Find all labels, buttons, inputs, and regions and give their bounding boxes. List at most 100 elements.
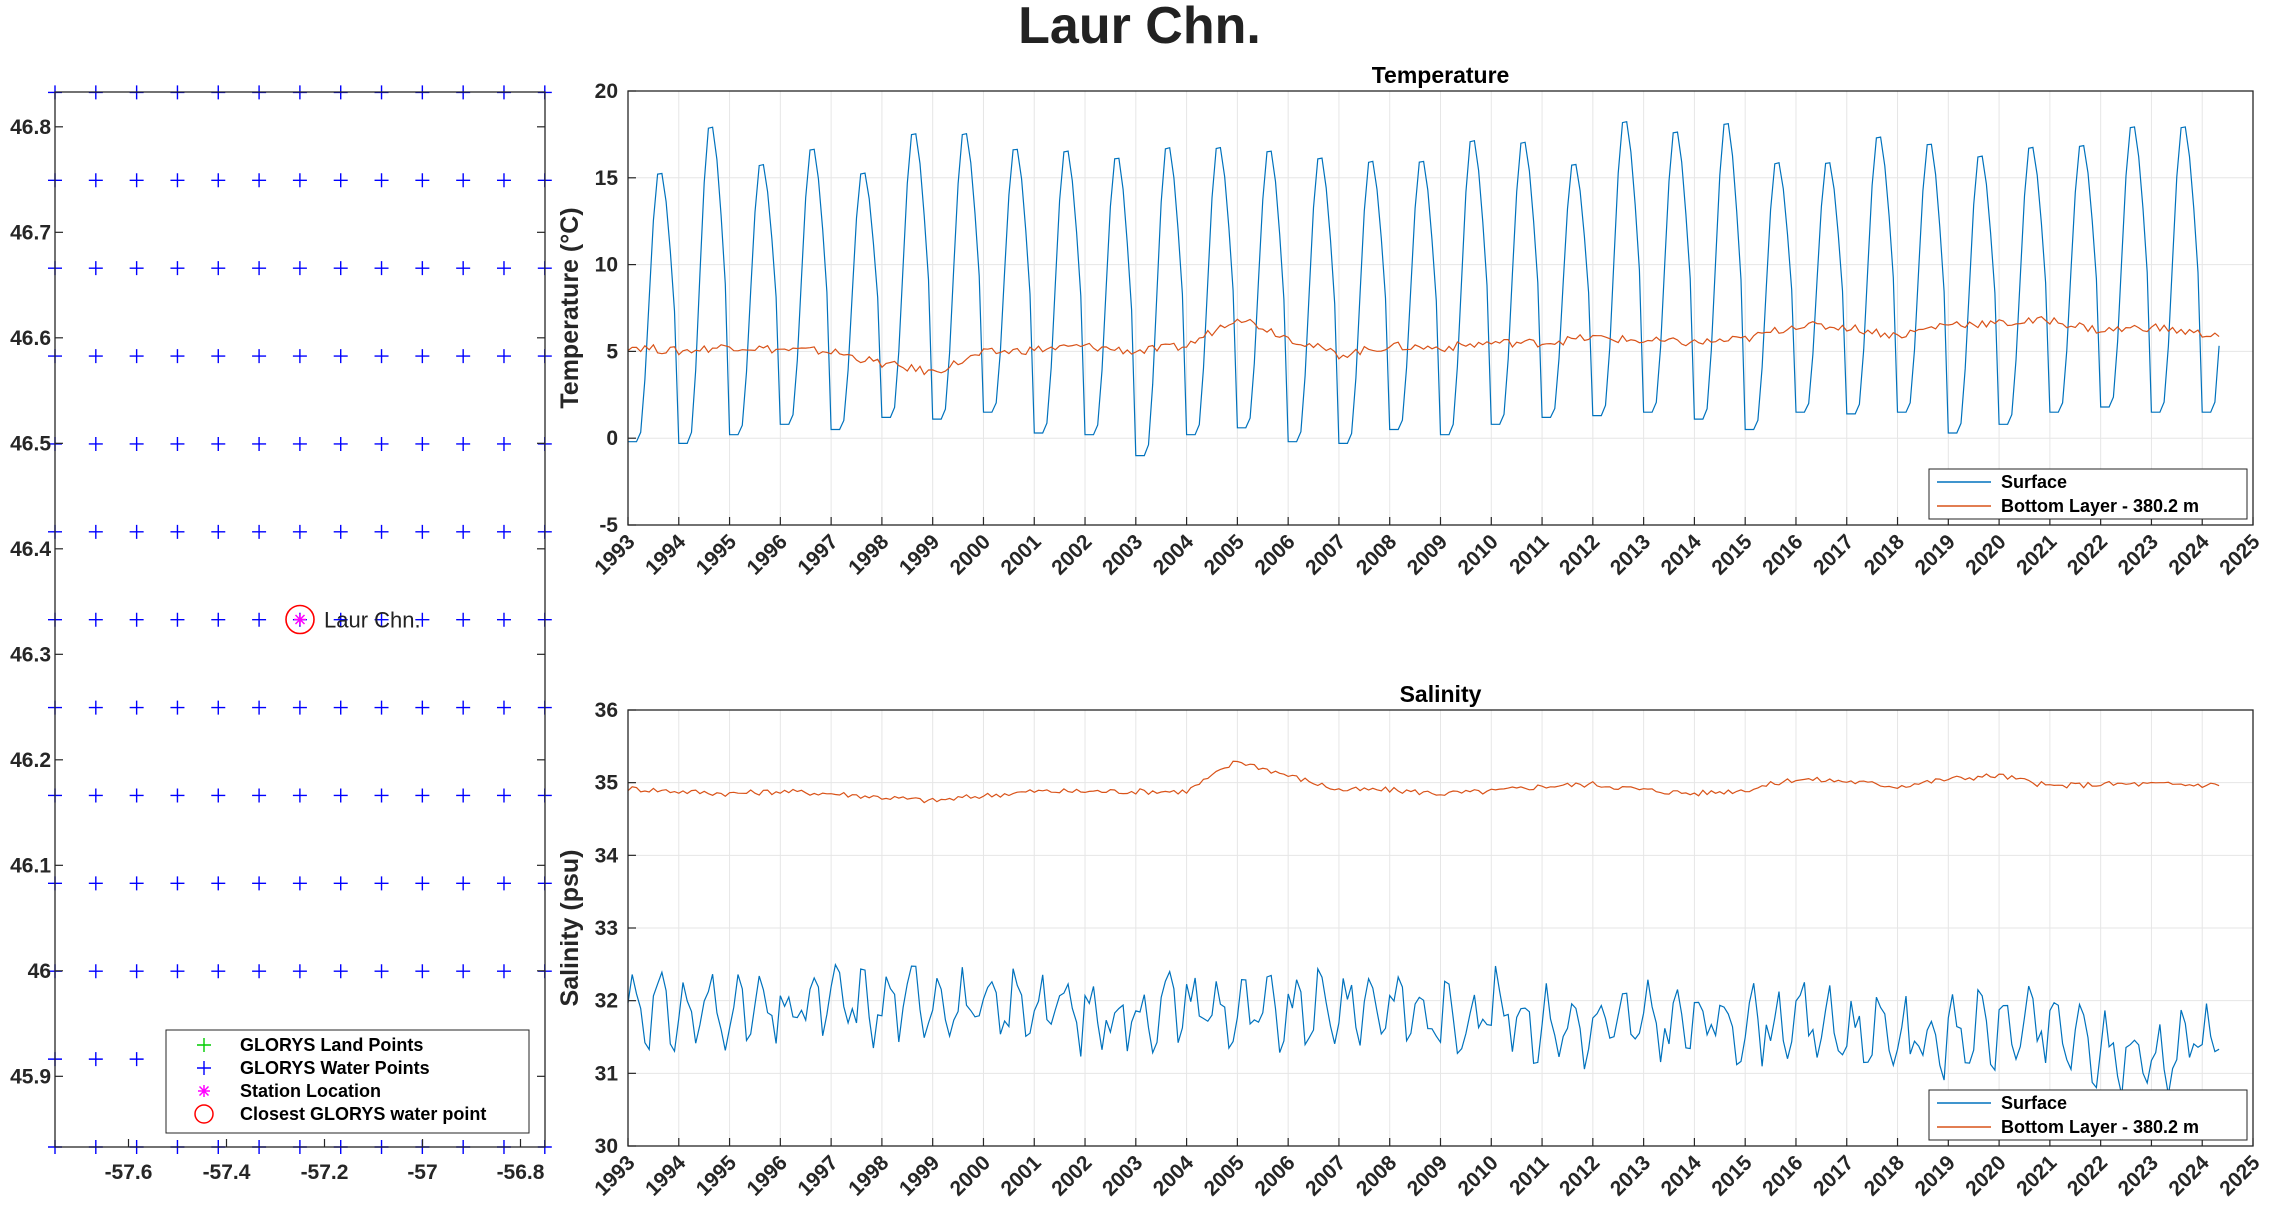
water-point bbox=[415, 261, 430, 276]
salinity-x-tick-label: 2009 bbox=[1403, 1151, 1452, 1200]
salinity-x-tick-label: 1997 bbox=[793, 1151, 842, 1200]
temperature-x-tick-label: 1993 bbox=[590, 530, 639, 579]
water-point bbox=[252, 173, 267, 188]
map-legend-box bbox=[165, 1029, 530, 1134]
legend-marker bbox=[197, 1038, 211, 1052]
salinity-x-tick-label: 1995 bbox=[692, 1151, 742, 1201]
salinity-x-tick-label: 2025 bbox=[2215, 1151, 2265, 1201]
water-point bbox=[170, 964, 185, 979]
salinity-x-tick-label: 2024 bbox=[2164, 1151, 2214, 1201]
temperature-x-tick-label: 2012 bbox=[1555, 530, 1604, 579]
salinity-x-tick-label: 2023 bbox=[2114, 1151, 2163, 1200]
salinity-x-tick-label: 2003 bbox=[1098, 1151, 1147, 1200]
salinity-legend-box bbox=[1928, 1089, 2248, 1141]
map-y-tick-label: 46.6 bbox=[10, 327, 51, 350]
figure-title: Laur Chn. bbox=[1018, 0, 1261, 55]
temperature-x-tick-label: 2001 bbox=[996, 530, 1046, 580]
water-point bbox=[374, 436, 389, 451]
water-point bbox=[415, 524, 430, 539]
temperature-x-tick-label: 2005 bbox=[1200, 530, 1250, 580]
water-point bbox=[333, 876, 348, 891]
salinity-x-tick-label: 1996 bbox=[743, 1151, 792, 1200]
water-point bbox=[333, 612, 348, 627]
water-point bbox=[292, 876, 307, 891]
temperature-x-tick-label: 2020 bbox=[1961, 530, 2010, 579]
water-point bbox=[292, 349, 307, 364]
legend-marker bbox=[197, 1061, 211, 1075]
salinity-y-tick-label: 36 bbox=[595, 699, 618, 722]
temperature-y-tick-label: 15 bbox=[595, 167, 619, 190]
temperature-x-tick-label: 1994 bbox=[641, 530, 691, 580]
water-point bbox=[170, 173, 185, 188]
water-point bbox=[496, 524, 511, 539]
water-point bbox=[374, 524, 389, 539]
salinity-x-tick-label: 2000 bbox=[946, 1151, 995, 1200]
water-point bbox=[129, 261, 144, 276]
water-point bbox=[252, 964, 267, 979]
map-y-tick-label: 46.5 bbox=[10, 432, 51, 455]
water-point bbox=[211, 436, 226, 451]
closest-water-point bbox=[285, 604, 315, 635]
water-point bbox=[333, 788, 348, 803]
water-point bbox=[211, 876, 226, 891]
temperature-x-tick-label: 2002 bbox=[1047, 530, 1096, 579]
salinity-legend-label: Surface bbox=[2001, 1093, 2067, 1113]
temperature-title: Temperature bbox=[1372, 62, 1510, 88]
temperature-x-tick-label: 2007 bbox=[1301, 530, 1350, 579]
salinity-x-tick-label: 1993 bbox=[590, 1151, 639, 1200]
temperature-x-tick-label: 2025 bbox=[2215, 530, 2265, 580]
water-point bbox=[170, 349, 185, 364]
map-x-tick-label: -57.6 bbox=[105, 1161, 153, 1184]
salinity-x-tick-label: 2022 bbox=[2063, 1151, 2112, 1200]
water-point bbox=[496, 349, 511, 364]
water-point bbox=[496, 788, 511, 803]
water-point bbox=[211, 700, 226, 715]
salinity-x-tick-label: 2015 bbox=[1707, 1151, 1757, 1201]
map-y-tick-label: 46.3 bbox=[10, 643, 51, 666]
salinity-x-tick-label: 2017 bbox=[1809, 1151, 1858, 1200]
water-point bbox=[456, 612, 471, 627]
salinity-title: Salinity bbox=[1400, 681, 1482, 707]
water-point bbox=[252, 261, 267, 276]
salinity-x-tick-label: 2002 bbox=[1047, 1151, 1096, 1200]
water-point bbox=[88, 700, 103, 715]
salinity-legend-label: Bottom Layer - 380.2 m bbox=[2001, 1117, 2199, 1137]
salinity-x-tick-label: 2005 bbox=[1200, 1151, 1250, 1201]
water-point bbox=[456, 524, 471, 539]
water-point bbox=[129, 700, 144, 715]
water-point bbox=[456, 964, 471, 979]
water-point bbox=[456, 436, 471, 451]
temperature-series-surface bbox=[628, 120, 2220, 457]
salinity-x-tick-label: 2021 bbox=[2012, 1151, 2062, 1201]
salinity-x-tick-label: 2004 bbox=[1149, 1151, 1199, 1201]
water-point bbox=[88, 173, 103, 188]
water-point bbox=[88, 436, 103, 451]
water-point bbox=[129, 436, 144, 451]
water-point bbox=[88, 612, 103, 627]
temperature-y-tick-label: 5 bbox=[606, 340, 618, 363]
water-point bbox=[211, 349, 226, 364]
map-y-tick-label: 46.2 bbox=[10, 749, 51, 772]
temperature-x-tick-label: 2023 bbox=[2114, 530, 2163, 579]
water-point bbox=[496, 436, 511, 451]
water-point bbox=[170, 612, 185, 627]
temperature-y-tick-label: 10 bbox=[595, 254, 618, 277]
salinity-x-tick-label: 2008 bbox=[1352, 1151, 1402, 1201]
map-y-tick-label: 45.9 bbox=[10, 1065, 51, 1088]
water-point bbox=[252, 436, 267, 451]
water-point bbox=[415, 173, 430, 188]
water-point bbox=[374, 876, 389, 891]
map-x-tick-label: -57.2 bbox=[301, 1161, 349, 1184]
water-point bbox=[129, 612, 144, 627]
water-point bbox=[456, 700, 471, 715]
water-point bbox=[292, 788, 307, 803]
water-point bbox=[333, 349, 348, 364]
temperature-y-tick-label: 20 bbox=[595, 80, 618, 103]
temperature-y-label: Temperature (°C) bbox=[556, 207, 584, 408]
legend-label: GLORYS Land Points bbox=[240, 1035, 423, 1055]
salinity-y-tick-label: 32 bbox=[595, 990, 618, 1013]
water-point bbox=[292, 964, 307, 979]
water-point bbox=[129, 788, 144, 803]
water-point bbox=[496, 964, 511, 979]
